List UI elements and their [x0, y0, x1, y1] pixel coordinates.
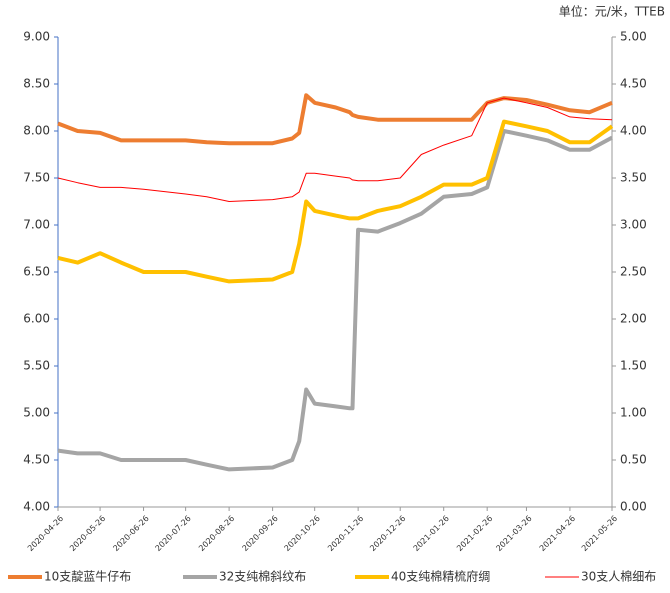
y-tick-label: 8.50: [23, 77, 50, 91]
x-tick-label: 2020-08-26: [197, 514, 236, 553]
x-tick-label: 2020-09-26: [241, 514, 280, 553]
y-tick-label: 6.50: [23, 265, 50, 279]
y-tick-label: 9.00: [23, 30, 50, 44]
y2-tick-label: 2.00: [620, 312, 647, 326]
y2-tick-label: 3.50: [620, 171, 647, 185]
x-tick-label: 2021-03-26: [494, 514, 533, 553]
y-tick-label: 8.00: [23, 124, 50, 138]
legend-label: 30支人棉细布: [581, 570, 656, 584]
y2-tick-label: 1.00: [620, 406, 647, 420]
legend-label: 32支纯棉斜纹布: [219, 570, 306, 584]
legend-label: 10支靛蓝牛仔布: [44, 569, 131, 584]
x-tick-label: 2021-02-26: [455, 514, 494, 553]
y2-tick-label: 3.00: [620, 218, 647, 232]
series-line: [57, 119, 614, 284]
y2-tick-label: 4.00: [620, 124, 647, 138]
series-line: [57, 97, 613, 202]
y-tick-label: 6.00: [23, 312, 50, 326]
x-tick-label: 2020-06-26: [111, 514, 150, 553]
y-tick-label: 7.00: [23, 218, 50, 232]
x-tick-label: 2021-05-26: [580, 514, 619, 553]
x-tick-label: 2020-07-26: [154, 514, 193, 553]
series-line: [57, 93, 613, 146]
x-tick-label: 2020-10-26: [283, 514, 322, 553]
y2-tick-label: 2.50: [620, 265, 647, 279]
y2-tick-label: 0.00: [620, 500, 647, 514]
unit-note: 单位：元/米，TTEB: [559, 4, 665, 19]
y2-tick-label: 1.50: [620, 359, 647, 373]
y-tick-label: 5.50: [23, 359, 50, 373]
y-tick-label: 7.50: [23, 171, 50, 185]
x-tick-label: 2021-04-26: [538, 514, 577, 553]
y-tick-label: 4.50: [23, 453, 50, 467]
y2-tick-label: 5.00: [620, 30, 647, 44]
x-tick-label: 2021-01-26: [412, 514, 451, 553]
x-tick-label: 2020-05-26: [68, 514, 107, 553]
x-tick-label: 2020-11-26: [326, 514, 365, 553]
x-tick-label: 2020-12-26: [368, 514, 407, 553]
x-tick-label: 2020-04-26: [26, 514, 65, 553]
y-tick-label: 4.00: [23, 500, 50, 514]
y-tick-label: 5.00: [23, 406, 50, 420]
y2-tick-label: 4.50: [620, 77, 647, 91]
legend-label: 40支纯棉精梳府绸: [391, 569, 490, 584]
series-line: [57, 129, 613, 472]
y2-tick-label: 0.50: [620, 453, 647, 467]
